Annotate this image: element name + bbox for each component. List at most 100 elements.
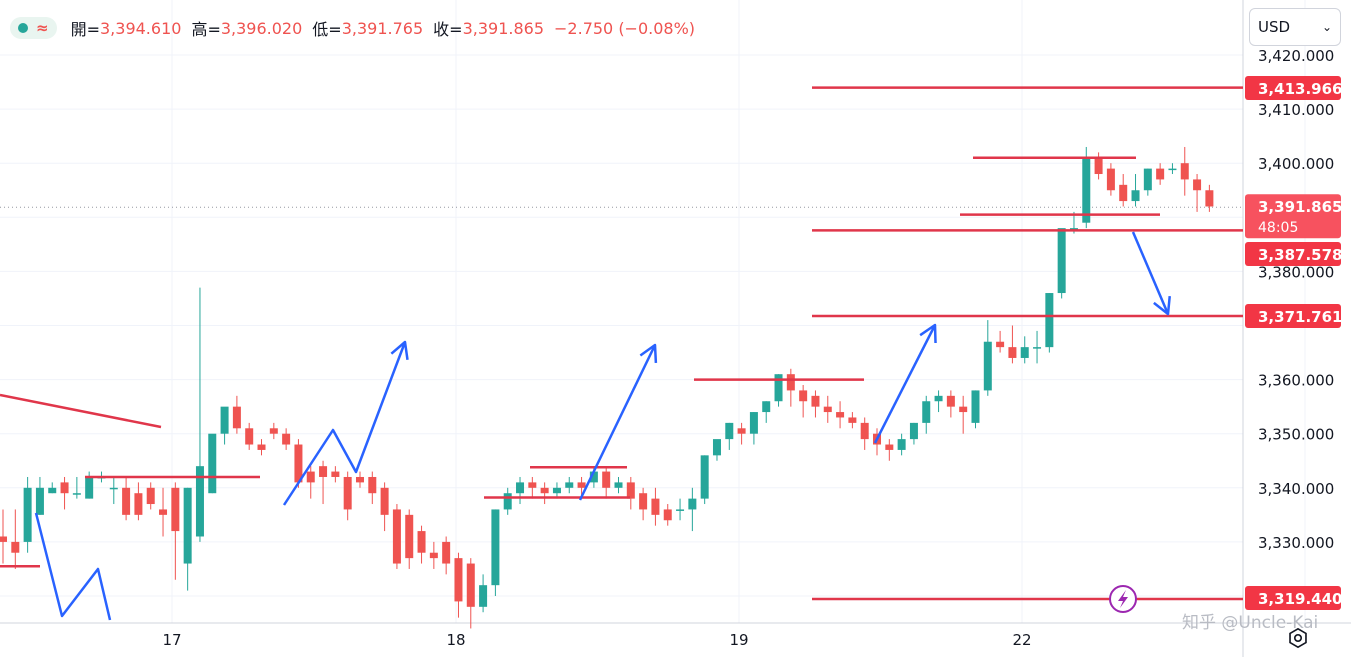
candle-body xyxy=(1180,163,1189,180)
candle-body xyxy=(1094,157,1103,175)
candle xyxy=(109,476,118,505)
candle xyxy=(614,476,623,494)
candle-body xyxy=(774,374,783,402)
candle xyxy=(749,412,758,445)
candle-body xyxy=(122,487,131,515)
candle-body xyxy=(909,422,918,440)
candle xyxy=(836,401,845,429)
candle-body xyxy=(392,509,401,564)
candle xyxy=(195,287,204,542)
candle-body xyxy=(294,444,303,483)
y-tick-label: 3,360.000 xyxy=(1258,372,1334,390)
candle-body xyxy=(454,558,463,602)
price-tag-label: 3,391.865 xyxy=(1258,198,1342,216)
candle-body xyxy=(417,531,426,553)
candle xyxy=(1082,146,1091,229)
low-label: 低= xyxy=(312,20,342,39)
candle-body xyxy=(897,439,906,450)
candle xyxy=(1143,168,1152,196)
price-tag-bg xyxy=(1245,586,1341,610)
gear-icon[interactable] xyxy=(1287,627,1309,649)
candle-body xyxy=(220,406,229,434)
candle-body xyxy=(725,422,734,440)
candle-body xyxy=(368,476,377,494)
candle xyxy=(725,422,734,450)
candle xyxy=(60,476,69,510)
candle xyxy=(72,476,81,499)
candle xyxy=(466,558,475,629)
candle xyxy=(934,390,943,413)
candle xyxy=(1057,228,1066,299)
candle-body xyxy=(602,471,611,488)
candle xyxy=(946,390,955,418)
candle xyxy=(269,422,278,440)
candle-body xyxy=(1057,228,1066,294)
candle xyxy=(639,487,648,521)
candle xyxy=(503,487,512,515)
ohlc-legend: ≈ 開= 3,394.610 高= 3,396.020 低= 3,391.765… xyxy=(10,16,705,40)
candle-body xyxy=(688,498,697,510)
currency-select[interactable]: USD ⌄ xyxy=(1249,8,1341,46)
candle-body xyxy=(676,509,685,511)
candle xyxy=(380,482,389,532)
candle xyxy=(355,471,364,488)
candle xyxy=(442,536,451,575)
candle xyxy=(897,433,906,456)
candle-body xyxy=(208,433,217,494)
candle-body xyxy=(1119,184,1128,202)
price-tag-label: 3,413.966 xyxy=(1258,80,1342,98)
candle xyxy=(429,541,438,569)
candle-body xyxy=(589,471,598,483)
market-status-icon xyxy=(18,23,28,33)
candle xyxy=(996,330,1005,353)
y-tick-label: 3,330.000 xyxy=(1258,534,1334,552)
candle-body xyxy=(466,563,475,607)
bullish-arrow-2 xyxy=(578,344,657,501)
candle xyxy=(245,422,254,450)
y-tick-label: 3,380.000 xyxy=(1258,263,1334,281)
candle-body xyxy=(0,536,7,542)
watermark: 知乎 @Uncle-Kai xyxy=(1182,613,1319,633)
low-value: 3,391.765 xyxy=(341,18,424,38)
x-tick-label: 18 xyxy=(446,631,465,649)
candle-body xyxy=(183,487,192,564)
candle-body xyxy=(1045,293,1054,348)
candle xyxy=(860,417,869,450)
chevron-down-icon: ⌄ xyxy=(1321,20,1332,34)
high-value: 3,396.020 xyxy=(220,18,303,38)
candle xyxy=(565,476,574,494)
candle xyxy=(1156,163,1165,185)
candle xyxy=(405,509,414,569)
candle-body xyxy=(626,482,635,499)
symbol-status-pill[interactable]: ≈ xyxy=(10,17,57,39)
change-value: −2.750 (−0.08%) xyxy=(554,18,696,38)
candle-body xyxy=(959,406,968,413)
candle xyxy=(1205,184,1214,212)
candle xyxy=(294,439,303,488)
candle xyxy=(1106,163,1115,196)
candle-body xyxy=(700,455,709,499)
price-tag: 3,371.761 xyxy=(1245,304,1342,328)
candle xyxy=(208,433,217,494)
candle xyxy=(922,395,931,434)
candle xyxy=(909,422,918,445)
candle xyxy=(0,509,7,564)
candle-body xyxy=(651,498,660,515)
candle xyxy=(85,471,94,499)
candle-body xyxy=(614,482,623,488)
candle-body xyxy=(811,395,820,407)
candle-body xyxy=(134,493,143,515)
candle xyxy=(23,476,32,553)
y-tick-label: 3,420.000 xyxy=(1258,47,1334,65)
candle xyxy=(146,482,155,510)
price-tag-countdown: 48:05 xyxy=(1258,220,1298,236)
candle-body xyxy=(1131,190,1140,202)
candle xyxy=(540,482,549,505)
candle-body xyxy=(306,471,315,483)
candle-body xyxy=(799,390,808,402)
y-tick-label: 3,350.000 xyxy=(1258,426,1334,444)
arrow-head-3 xyxy=(919,323,937,344)
candle-body xyxy=(786,374,795,391)
candle-body xyxy=(516,482,525,494)
